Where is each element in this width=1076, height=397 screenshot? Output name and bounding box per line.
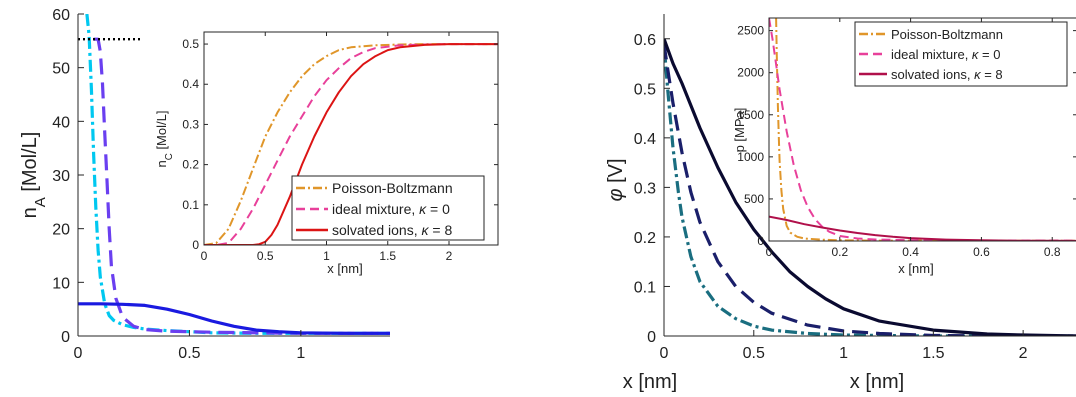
- series-line-0: [204, 43, 498, 245]
- x-tick-label: 1: [296, 345, 305, 362]
- x-tick-label: 0: [74, 345, 83, 362]
- legend: Poisson-Boltzmann ideal mixture, κ = 0 sol…: [291, 175, 485, 241]
- y-tick-label: 40: [52, 114, 70, 131]
- legend-box: [854, 21, 1068, 87]
- y-tick-label: 0: [647, 329, 656, 346]
- legend-entry: ideal mixture, κ = 0: [891, 47, 1000, 62]
- x-tick-label: 0: [660, 345, 669, 362]
- y-tick-label: 0.1: [182, 198, 199, 212]
- y-tick-label: 0.4: [182, 77, 199, 91]
- legend-entry: ideal mixture, κ = 0: [332, 201, 450, 217]
- x-tick-label: 0: [201, 249, 208, 263]
- series-line-1: [664, 43, 1076, 336]
- y-tick-label: 1000: [737, 150, 764, 164]
- y-tick-label: 0.5: [634, 81, 656, 98]
- y-tick-label: 60: [52, 7, 70, 24]
- x-tick-label: 2: [446, 249, 453, 263]
- legend-entry: solvated ions, κ = 8: [891, 67, 1003, 82]
- right-inset-chart: 0 0.2 0.4 0.6 0.8 0 500 1000 1500 2000 2500 x [nm] p…: [732, 17, 1076, 276]
- x-tick-label: 0.6: [973, 245, 990, 259]
- legend-entry: Poisson-Boltzmann: [332, 180, 453, 196]
- y-tick-label: 30: [52, 168, 70, 185]
- x-axis-label: x [nm]: [327, 261, 362, 276]
- x-tick-label: 0.8: [1044, 245, 1061, 259]
- y-tick-label: 0.2: [634, 230, 656, 247]
- x-axis-label: x [nm]: [898, 261, 933, 276]
- left-inset-chart: 0 0.5 1 1.5 2 0 0.1 0.2 0.3 0.4 0.5 x [nm] nC [Mol/L…: [154, 31, 499, 276]
- y-axis-label: nA [Mol/L]: [19, 132, 49, 219]
- x-tick-label: 2: [1019, 345, 1028, 362]
- y-tick-label: 0.1: [634, 279, 656, 296]
- y-tick-label: 1500: [737, 108, 764, 122]
- series-line-1: [204, 43, 498, 245]
- y-tick-label: 0: [757, 234, 764, 248]
- y-tick-label: 0.2: [182, 158, 199, 172]
- y-axis-label: nC [Mol/L]: [154, 111, 175, 168]
- y-tick-label: 0.3: [634, 180, 656, 197]
- x-axis-label: x [nm]: [850, 371, 904, 393]
- y-tick-label: 0.6: [634, 32, 656, 49]
- y-axis-label: φ [V]: [605, 158, 627, 201]
- x-tick-label: 0.2: [831, 245, 848, 259]
- axes-box: [768, 17, 1076, 242]
- y-tick-label: 0: [192, 238, 199, 252]
- series-line-2: [204, 43, 498, 245]
- y-tick-label: 2500: [737, 24, 764, 38]
- legend-entry: Poisson-Boltzmann: [891, 27, 1003, 42]
- y-tick-label: 0.5: [182, 37, 199, 51]
- series-line-0: [775, 18, 1076, 241]
- y-axis-label: p [MPa]: [732, 108, 747, 153]
- legend: Poisson-Boltzmann ideal mixture, κ = 0 sol…: [854, 21, 1068, 87]
- x-tick-label: 1.5: [922, 345, 944, 362]
- y-tick-label: 0: [61, 329, 70, 346]
- x-tick-label: 0.5: [743, 345, 765, 362]
- legend-entry: solvated ions, κ = 8: [332, 222, 452, 238]
- x-axis-label: x [nm]: [623, 371, 677, 393]
- series-line-1: [769, 18, 1076, 241]
- y-tick-label: 20: [52, 222, 70, 239]
- y-tick-label: 10: [52, 275, 70, 292]
- y-tick-label: 0.4: [634, 131, 656, 148]
- series-line-1: [93, 37, 390, 335]
- x-tick-label: 1: [839, 345, 848, 362]
- x-tick-label: 0: [766, 245, 773, 259]
- x-tick-label: 0.4: [902, 245, 919, 259]
- y-tick-label: 2000: [737, 66, 764, 80]
- x-tick-label: 1: [323, 249, 330, 263]
- y-tick-label: 500: [744, 192, 764, 206]
- series-line-0: [664, 43, 1076, 336]
- y-tick-label: 50: [52, 61, 70, 78]
- x-tick-label: 0.5: [178, 345, 200, 362]
- x-tick-label: 0.5: [257, 249, 274, 263]
- series-line-2: [664, 38, 1076, 336]
- axes-box: [203, 31, 499, 246]
- x-tick-label: 1.5: [379, 249, 396, 263]
- y-tick-label: 0.3: [182, 117, 199, 131]
